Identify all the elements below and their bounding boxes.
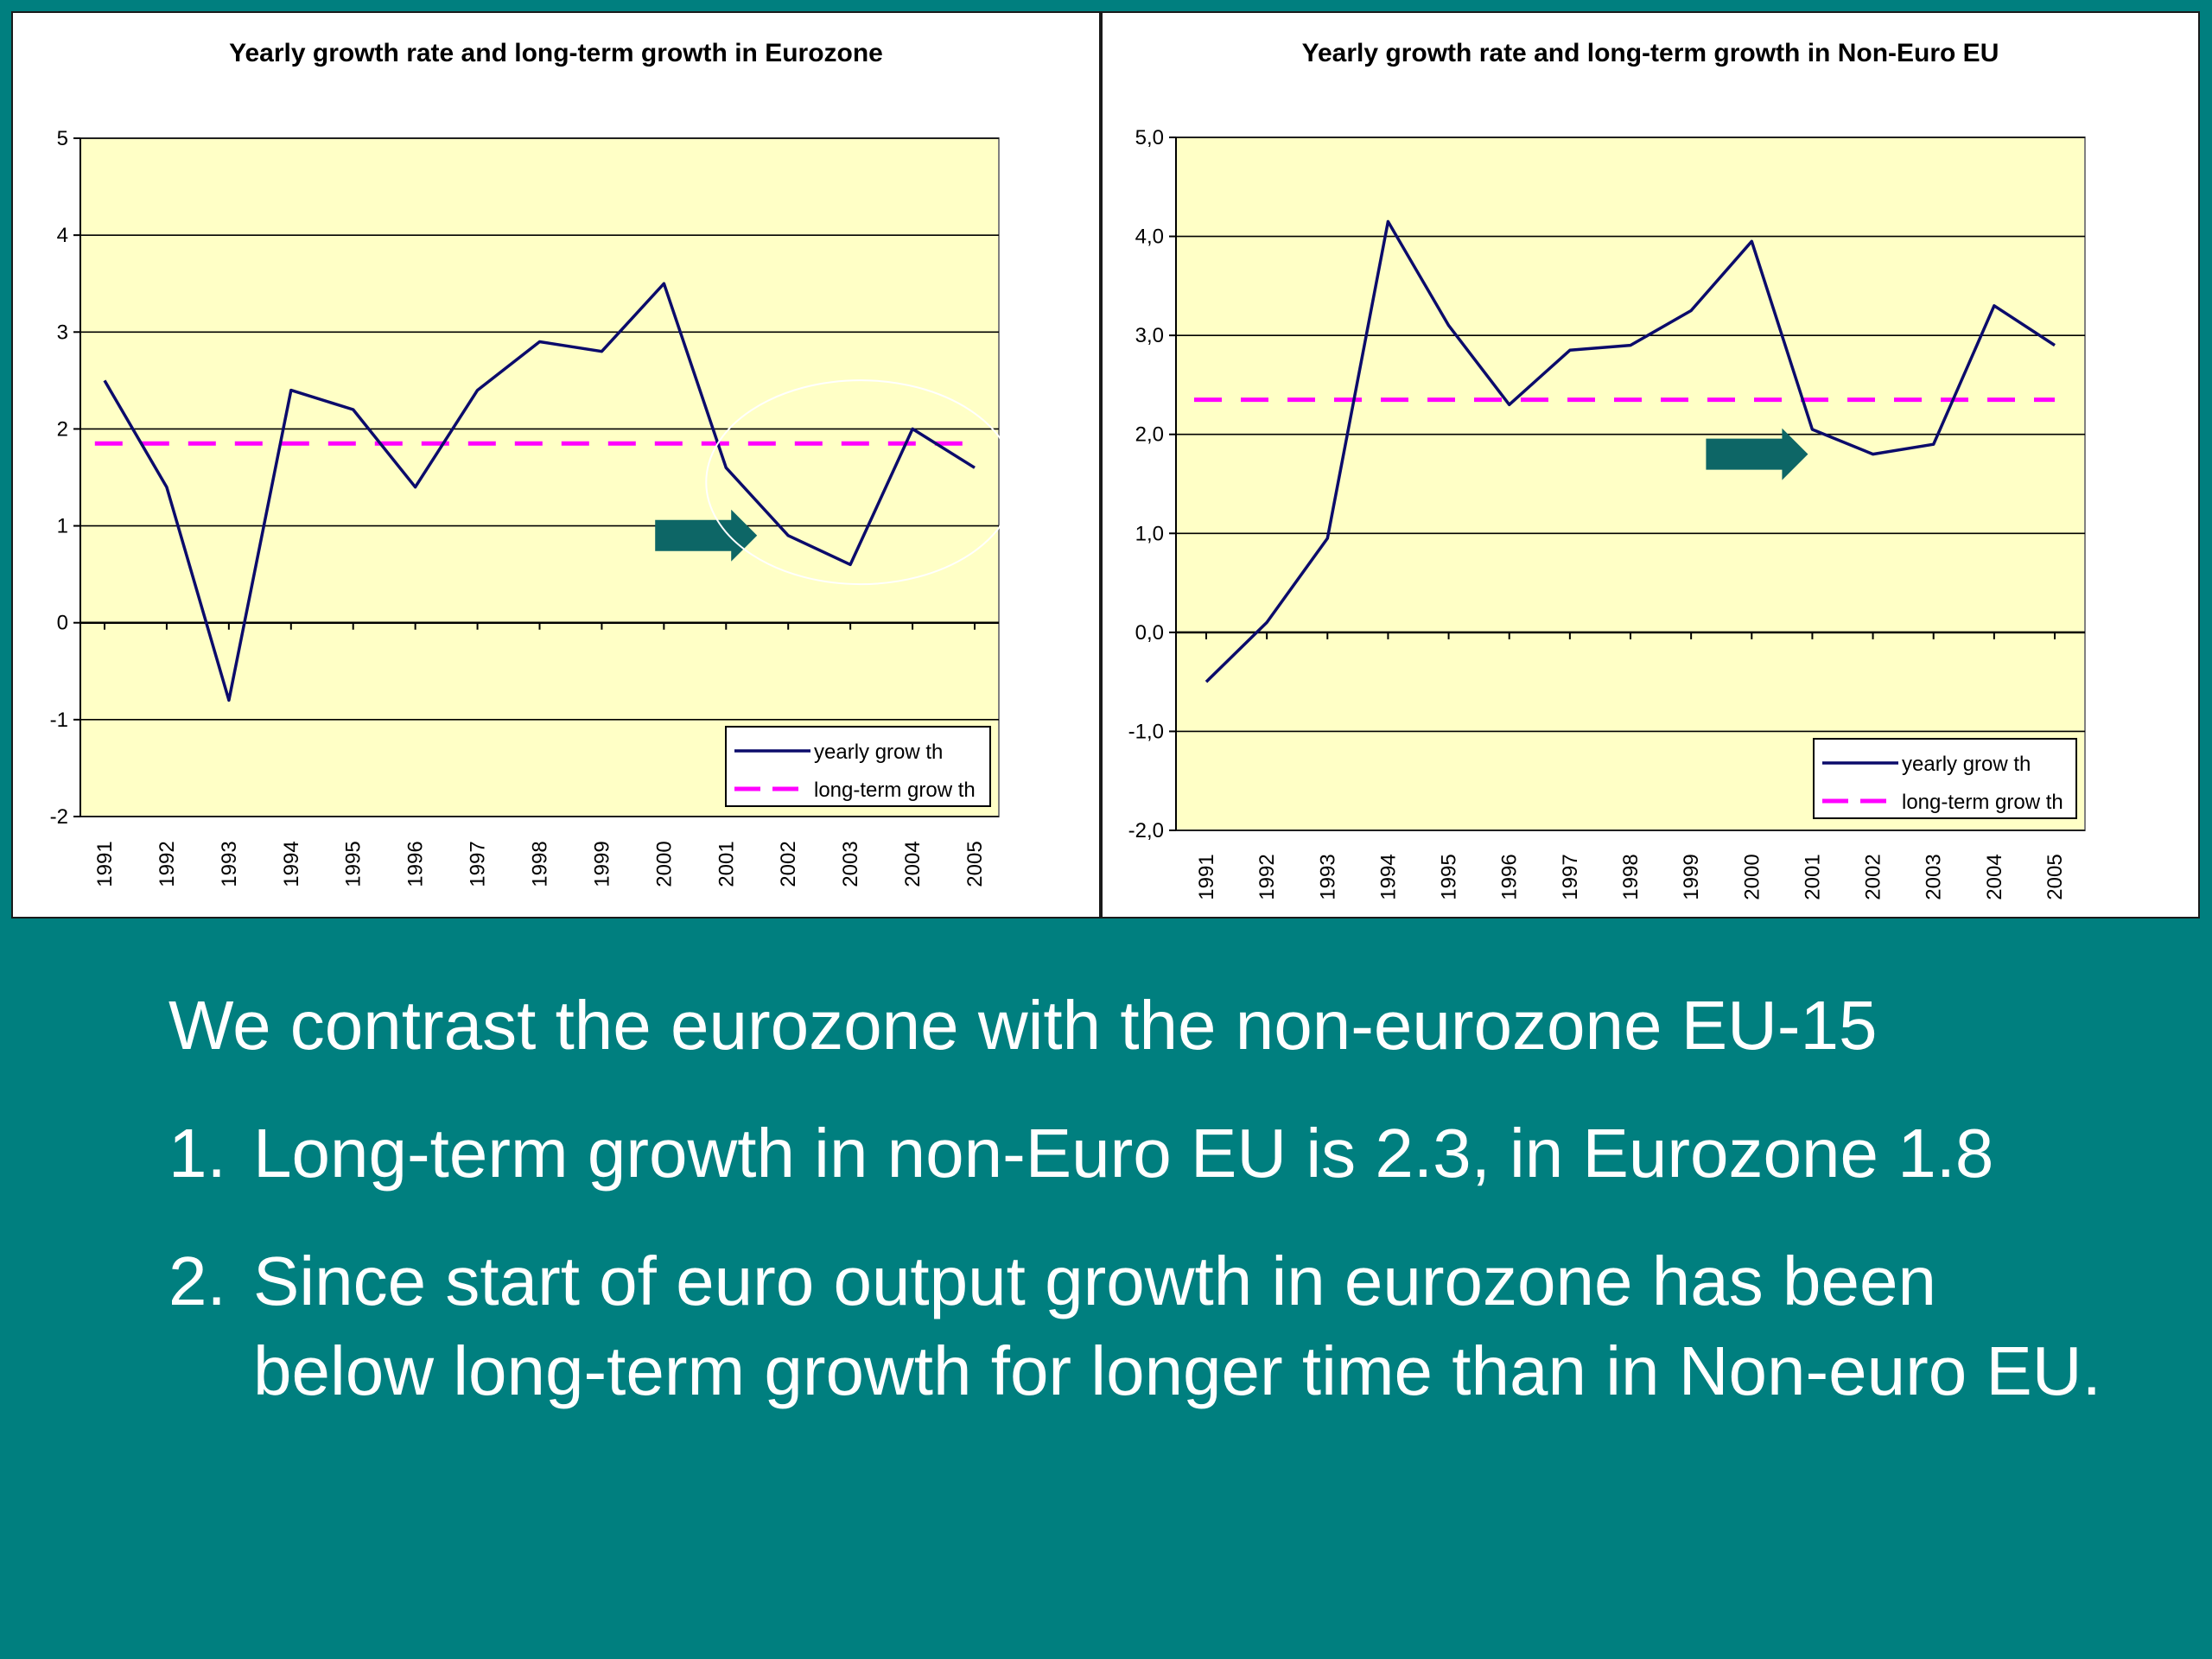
x-tick-label: 1996 xyxy=(404,841,428,887)
arrow-icon xyxy=(1706,428,1808,480)
x-tick-label: 1997 xyxy=(1559,854,1582,899)
x-tick-label: 1994 xyxy=(280,841,303,887)
plot-area xyxy=(1175,137,2086,831)
plot-area xyxy=(79,137,1000,817)
x-tick-label: 2005 xyxy=(963,841,987,887)
y-tick-label: 2 xyxy=(57,417,68,441)
legend-long-term-label: long-term grow th xyxy=(814,779,976,802)
y-tick-label: 4 xyxy=(57,224,68,247)
intro-text: We contrast the eurozone with the non-eu… xyxy=(168,987,1878,1064)
x-tick-label: 1998 xyxy=(1619,854,1643,899)
x-tick-label: 1998 xyxy=(529,841,552,887)
x-tick-label: 2003 xyxy=(1923,854,1946,899)
x-tick-label: 1996 xyxy=(1498,854,1522,899)
x-tick-label: 1995 xyxy=(1438,854,1461,899)
x-tick-label: 2002 xyxy=(1862,854,1885,899)
legend-yearly-label: yearly grow th xyxy=(1902,753,2031,776)
x-tick-label: 2003 xyxy=(839,841,862,887)
x-tick-label: 1999 xyxy=(590,841,613,887)
x-tick-label: 1997 xyxy=(467,841,490,887)
highlight-circle xyxy=(705,379,1017,586)
y-tick-label: 4,0 xyxy=(1135,226,1164,249)
non-euro-chart: -2,0 -1,0 0,0 1,0 2,0 3,0 4,0 5,0 1991 1992 1993 19… xyxy=(1128,126,2086,900)
y-tick-label: 3 xyxy=(57,321,68,344)
x-tick-label: 2005 xyxy=(2044,854,2067,899)
legend-box xyxy=(1813,738,2077,819)
x-tick-label: 1993 xyxy=(218,841,241,887)
x-tick-label: 1991 xyxy=(93,841,117,887)
y-tick-label: -2,0 xyxy=(1128,819,1164,842)
legend-box xyxy=(725,726,991,807)
list-text: Long-term growth in non-Euro EU is 2.3, … xyxy=(253,1115,1994,1192)
y-tick-label: 1 xyxy=(57,515,68,538)
x-tick-label: 1993 xyxy=(1316,854,1339,899)
list-item: 2. Since start of euro output growth in … xyxy=(168,1236,2113,1416)
list-number: 2. xyxy=(168,1243,226,1319)
x-tick-label: 1992 xyxy=(1255,854,1279,899)
x-tick-label: 2001 xyxy=(1801,854,1824,899)
yearly-growth-line xyxy=(1205,219,2056,683)
arrow-icon xyxy=(655,509,758,562)
x-tick-label: 1992 xyxy=(156,841,179,887)
x-tick-label: 1995 xyxy=(342,841,365,887)
y-tick-label: -2 xyxy=(50,805,68,829)
y-tick-label: 3,0 xyxy=(1135,324,1164,347)
x-tick-label: 1994 xyxy=(1376,854,1400,899)
x-tick-label: 1991 xyxy=(1195,854,1218,899)
legend-yearly-label: yearly grow th xyxy=(814,741,943,764)
list-number: 1. xyxy=(168,1115,226,1192)
y-tick-label: -1 xyxy=(50,709,68,732)
chart-title: Yearly growth rate and long-term growth … xyxy=(1301,39,1999,67)
chart-title: Yearly growth rate and long-term growth … xyxy=(229,39,883,67)
x-tick-label: 2000 xyxy=(1740,854,1764,899)
y-tick-label: 2,0 xyxy=(1135,423,1164,447)
y-tick-label: 0,0 xyxy=(1135,621,1164,645)
x-tick-label: 2004 xyxy=(901,841,925,887)
y-tick-label: 5 xyxy=(57,127,68,150)
y-tick-label: -1,0 xyxy=(1128,720,1164,743)
yearly-growth-line xyxy=(103,282,976,702)
list-text: Since start of euro output growth in eur… xyxy=(253,1243,2101,1409)
x-tick-label: 2004 xyxy=(1983,854,2006,899)
x-tick-label: 2002 xyxy=(777,841,800,887)
y-tick-label: 5,0 xyxy=(1135,126,1164,149)
non-euro-chart-panel: Yearly growth rate and long-term growth … xyxy=(1101,11,2200,918)
eurozone-chart: -2 -1 0 1 2 3 4 5 1991 1992 1993 1994 1995 1996 1997 19… xyxy=(50,127,1017,887)
y-tick-label: 1,0 xyxy=(1135,522,1164,545)
list-item: 1. Long-term growth in non-Euro EU is 2.… xyxy=(168,1109,2113,1198)
x-tick-label: 2000 xyxy=(652,841,676,887)
x-tick-label: 2001 xyxy=(715,841,738,887)
y-tick-label: 0 xyxy=(57,612,68,635)
slide-text: We contrast the eurozone with the non-eu… xyxy=(168,981,2113,1454)
eurozone-chart-panel: Yearly growth rate and long-term growth … xyxy=(11,11,1101,918)
x-tick-label: 1999 xyxy=(1680,854,1703,899)
legend-long-term-label: long-term grow th xyxy=(1902,791,2063,814)
